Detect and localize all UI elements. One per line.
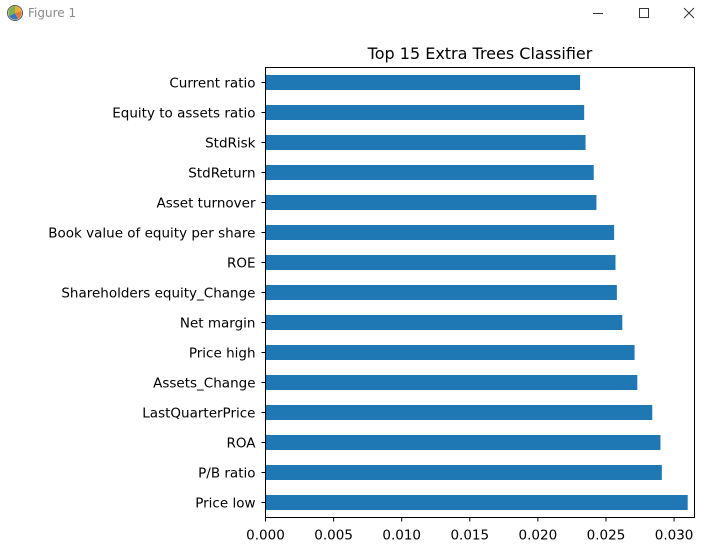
y-tick-label: Shareholders equity_Change: [61, 286, 255, 302]
x-tick-label: 0.030: [655, 528, 694, 544]
y-tick-label: Assets_Change: [153, 376, 255, 392]
bar-5: [265, 225, 615, 240]
y-tick-label: Price high: [189, 346, 256, 362]
y-tick-label: Price low: [195, 496, 255, 512]
y-tick-label: Current ratio: [169, 76, 255, 92]
close-button[interactable]: [666, 0, 706, 26]
maximize-button[interactable]: [621, 0, 667, 26]
bar-8: [265, 315, 623, 330]
y-tick-label: StdReturn: [188, 166, 255, 182]
y-tick-label: Equity to assets ratio: [112, 106, 255, 122]
bar-4: [265, 195, 597, 210]
y-tick-label: ROE: [227, 256, 256, 272]
bar-12: [265, 435, 661, 450]
bar-1: [265, 105, 585, 120]
bar-7: [265, 285, 617, 300]
bar-6: [265, 255, 616, 270]
y-tick-label: Net margin: [180, 316, 256, 332]
chart-title: Top 15 Extra Trees Classifier: [367, 44, 593, 63]
maximize-icon: [639, 8, 649, 18]
x-tick-label: 0.010: [382, 528, 421, 544]
y-tick-label: Book value of equity per share: [48, 226, 255, 242]
y-tick-label: LastQuarterPrice: [142, 406, 255, 422]
bar-14: [265, 495, 688, 510]
y-tick-label: Asset turnover: [156, 196, 255, 212]
bar-9: [265, 345, 635, 360]
bar-10: [265, 375, 638, 390]
x-tick-label: 0.000: [246, 528, 285, 544]
bar-3: [265, 165, 594, 180]
y-tick-label: StdRisk: [205, 136, 256, 152]
window-title: Figure 1: [28, 6, 77, 20]
x-tick-label: 0.015: [450, 528, 489, 544]
bar-11: [265, 405, 653, 420]
matplotlib-figure-icon[interactable]: [6, 4, 24, 22]
minimize-icon: [593, 13, 603, 14]
axes-frame: [265, 67, 695, 518]
bar-0: [265, 75, 581, 90]
y-tick-label: P/B ratio: [198, 466, 255, 482]
bar-2: [265, 135, 586, 150]
window-titlebar: Figure 1: [0, 0, 706, 26]
x-tick-label: 0.020: [519, 528, 558, 544]
y-tick-label: ROA: [226, 436, 256, 452]
x-tick-label: 0.025: [587, 528, 626, 544]
close-icon: [683, 7, 695, 19]
x-tick-label: 0.005: [314, 528, 353, 544]
minimize-button[interactable]: [575, 0, 621, 26]
bar-13: [265, 465, 662, 480]
